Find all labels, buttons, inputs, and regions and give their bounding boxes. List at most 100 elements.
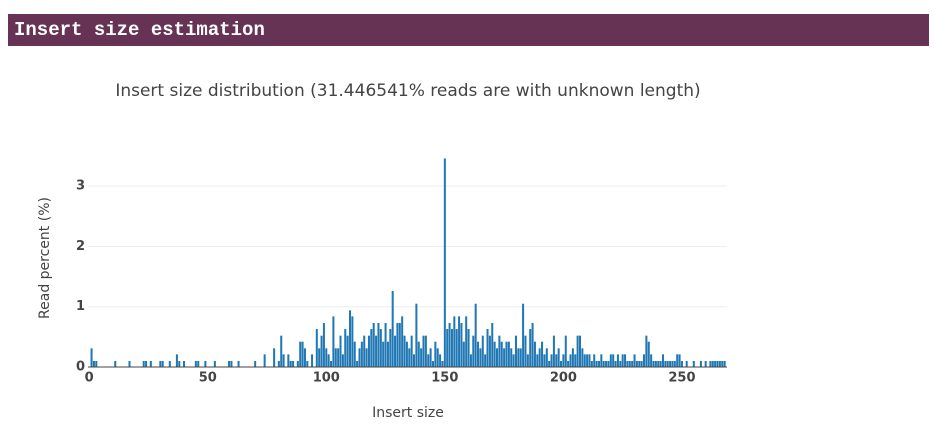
bar	[337, 348, 340, 367]
bar	[526, 354, 529, 367]
bar	[571, 348, 574, 367]
bar	[408, 348, 411, 367]
bar	[545, 348, 548, 367]
bar	[659, 360, 662, 367]
bar	[161, 360, 164, 367]
bar	[645, 335, 648, 367]
x-tick-label: 150	[431, 371, 458, 386]
bar	[552, 335, 555, 367]
bar	[358, 348, 361, 367]
x-tick-label: 0	[85, 371, 94, 386]
bar	[450, 329, 453, 367]
bar	[621, 354, 624, 367]
bar	[557, 348, 560, 367]
bar	[680, 360, 683, 367]
bar	[315, 329, 318, 367]
bar	[263, 354, 266, 367]
bar	[654, 360, 657, 367]
bar	[493, 341, 496, 367]
bar	[289, 360, 292, 367]
bar	[341, 354, 344, 367]
bar	[609, 354, 612, 367]
bar	[498, 335, 501, 367]
bar	[375, 335, 378, 367]
bar	[472, 335, 475, 367]
bar	[567, 360, 570, 367]
bar	[325, 348, 328, 367]
bar	[330, 360, 333, 367]
bar	[541, 341, 544, 367]
bar	[282, 354, 285, 367]
bar	[467, 329, 470, 367]
bar	[465, 316, 468, 367]
bar	[448, 322, 451, 367]
bar	[377, 322, 380, 367]
bar	[529, 329, 532, 367]
bar	[718, 360, 721, 367]
bar	[344, 329, 347, 367]
bar	[711, 360, 714, 367]
bar	[114, 360, 117, 367]
bar	[666, 360, 669, 367]
bar	[612, 354, 615, 367]
bar	[405, 341, 408, 367]
bar	[296, 360, 299, 367]
bar	[386, 341, 389, 367]
bar	[175, 354, 178, 367]
bar	[600, 354, 603, 367]
bar	[495, 348, 499, 367]
bar	[583, 354, 586, 367]
bar	[507, 341, 510, 367]
bar	[536, 354, 539, 367]
bar	[403, 335, 406, 367]
bar	[287, 354, 290, 367]
bar	[413, 354, 416, 367]
x-tick-label: 100	[313, 371, 340, 386]
bar	[194, 360, 197, 367]
bar	[142, 360, 145, 367]
bar	[334, 348, 337, 367]
bar	[522, 303, 525, 367]
bar	[650, 354, 653, 367]
bar	[669, 360, 672, 367]
bar	[560, 360, 563, 367]
bar	[303, 348, 306, 367]
bar	[676, 354, 679, 367]
bar	[149, 360, 152, 367]
bar	[616, 354, 619, 367]
bar	[384, 322, 387, 367]
bar	[462, 341, 465, 367]
bar	[443, 158, 446, 367]
bar	[422, 335, 425, 367]
bar	[391, 291, 394, 367]
bar	[436, 348, 439, 367]
bar	[721, 360, 724, 367]
bar	[652, 360, 655, 367]
bar	[538, 348, 541, 367]
bar	[477, 341, 480, 367]
bar	[631, 360, 634, 367]
bar	[382, 341, 385, 367]
bar	[531, 322, 534, 367]
bar	[360, 341, 363, 367]
bar	[514, 335, 517, 367]
bar	[500, 341, 503, 367]
bar	[643, 354, 646, 367]
x-tick-label: 250	[668, 371, 695, 386]
bar	[628, 360, 631, 367]
bar	[671, 360, 674, 367]
bar	[661, 354, 664, 367]
bar	[431, 360, 434, 367]
bar	[363, 335, 366, 367]
bar	[458, 316, 461, 367]
x-tick-label: 200	[550, 371, 577, 386]
bar	[453, 316, 456, 367]
bar	[417, 341, 420, 367]
bar	[704, 360, 707, 367]
bar	[543, 354, 546, 367]
bar	[647, 341, 650, 367]
bar	[586, 354, 589, 367]
bar	[714, 360, 717, 367]
bar	[595, 360, 598, 367]
